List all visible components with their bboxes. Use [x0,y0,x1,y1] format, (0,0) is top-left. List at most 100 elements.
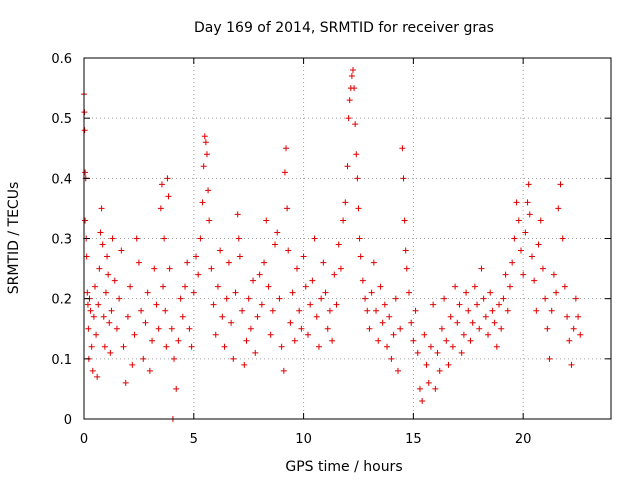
data-point [104,253,111,260]
data-point [94,373,101,380]
data-point [140,355,147,362]
data-point [388,355,395,362]
data-point [324,325,331,332]
data-point [463,289,470,296]
data-point [118,247,125,254]
data-point [469,319,476,326]
data-point [131,331,138,338]
data-point [401,217,408,224]
data-point [352,121,359,128]
data-point [524,199,531,206]
data-point [99,241,106,248]
y-axis-label: SRMTID / TECUs [6,182,22,295]
data-point [293,265,300,272]
data-point [340,217,347,224]
data-point [164,175,171,182]
data-point [487,289,494,296]
data-point [284,205,291,212]
data-point [84,301,91,308]
data-point [537,217,544,224]
data-point [200,163,207,170]
data-point [370,259,377,266]
data-point [228,319,235,326]
data-point [557,181,564,188]
data-point [515,217,522,224]
data-point [122,379,129,386]
data-point [184,259,191,266]
data-point [108,307,115,314]
data-point [572,295,579,302]
data-point [245,295,252,302]
data-point [192,253,199,260]
x-axis-label: GPS time / hours [285,459,402,475]
data-point [416,385,423,392]
data-point [212,331,219,338]
data-point [504,307,511,314]
data-point [203,151,210,158]
data-point [250,277,257,284]
data-point [397,325,404,332]
data-point [225,259,232,266]
data-point [458,349,465,356]
data-point [166,265,173,272]
data-point [517,247,524,254]
data-point [449,343,456,350]
data-point [272,241,279,248]
data-point [550,271,557,278]
data-point [197,235,204,242]
data-point [201,133,208,140]
data-point [158,181,165,188]
data-point [175,337,182,344]
data-point [559,235,566,242]
data-point [113,325,120,332]
data-point [555,205,562,212]
data-points [81,67,584,422]
data-point [263,217,270,224]
data-point [302,283,309,290]
y-tick-label: 0.6 [51,52,72,67]
data-point [171,355,178,362]
data-point [127,283,134,290]
data-point [102,289,109,296]
data-point [98,205,105,212]
data-point [419,397,426,404]
data-point [133,235,140,242]
data-point [124,313,131,320]
data-point [81,127,88,134]
data-point [289,289,296,296]
data-point [337,265,344,272]
data-point [432,385,439,392]
data-point [452,283,459,290]
data-point [116,295,123,302]
data-point [162,307,169,314]
data-point [149,337,156,344]
data-point [526,211,533,218]
data-point [570,325,577,332]
data-point [434,349,441,356]
data-point [493,343,500,350]
data-point [151,265,158,272]
data-point [348,73,355,80]
data-point [129,361,136,368]
data-point [107,349,114,356]
data-point [311,235,318,242]
data-point [95,301,102,308]
data-point [528,253,535,260]
data-point [335,241,342,248]
data-point [357,253,364,260]
data-point [239,307,246,314]
data-point [168,325,175,332]
data-point [318,295,325,302]
x-tick-label: 0 [80,432,88,447]
data-point [430,301,437,308]
data-point [236,253,243,260]
data-point [345,115,352,122]
data-point [217,247,224,254]
data-point [344,163,351,170]
data-point [443,337,450,344]
data-point [304,331,311,338]
data-point [256,271,263,278]
data-point [300,253,307,260]
data-point [285,247,292,254]
